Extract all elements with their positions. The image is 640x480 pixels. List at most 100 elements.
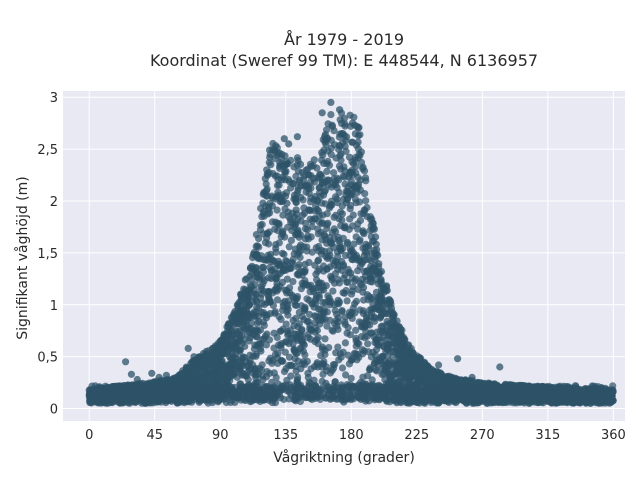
data-point <box>337 222 345 230</box>
data-point <box>348 138 357 146</box>
data-point <box>290 345 298 353</box>
data-point <box>351 130 359 138</box>
data-point <box>235 363 243 371</box>
data-point <box>269 289 277 297</box>
data-point <box>239 353 247 361</box>
data-point <box>338 257 346 266</box>
data-point <box>358 319 366 327</box>
data-point <box>354 225 362 233</box>
data-point <box>322 177 330 185</box>
data-point <box>265 228 273 236</box>
data-point <box>297 241 305 249</box>
data-point <box>348 314 356 322</box>
data-point <box>370 314 378 322</box>
data-point <box>341 142 349 150</box>
data-point <box>281 169 289 177</box>
data-point <box>281 348 289 356</box>
data-point <box>363 203 371 212</box>
data-point <box>359 373 367 381</box>
data-point <box>304 318 313 326</box>
data-point <box>379 334 387 342</box>
data-point <box>258 220 266 229</box>
data-point <box>295 308 303 316</box>
data-point <box>310 363 319 371</box>
data-point <box>244 296 252 304</box>
data-point <box>285 353 293 361</box>
data-point <box>333 195 341 203</box>
data-point <box>251 341 259 349</box>
data-point <box>252 231 260 239</box>
data-point <box>366 365 374 374</box>
data-point <box>237 290 245 298</box>
data-point <box>322 236 330 244</box>
data-point <box>259 280 267 288</box>
data-point <box>267 267 275 275</box>
data-point <box>394 336 402 345</box>
data-point <box>329 327 337 335</box>
data-point <box>301 360 309 368</box>
data-point <box>372 233 380 241</box>
data-point <box>233 301 241 309</box>
data-point <box>267 298 275 306</box>
data-point <box>367 221 375 230</box>
data-point <box>379 328 387 336</box>
data-point <box>334 275 342 284</box>
data-point <box>327 136 335 144</box>
data-point <box>362 177 370 185</box>
data-point <box>321 132 329 141</box>
data-point <box>345 360 353 368</box>
data-point <box>217 374 225 382</box>
data-point <box>289 316 297 324</box>
data-point <box>369 348 377 356</box>
data-point <box>254 273 262 281</box>
data-point <box>242 275 250 283</box>
data-point <box>292 172 300 180</box>
data-point <box>323 167 331 175</box>
data-point <box>317 352 325 360</box>
data-point <box>327 183 336 191</box>
data-point <box>343 297 351 305</box>
data-point <box>373 246 381 254</box>
data-point <box>287 372 295 380</box>
data-point <box>222 330 230 338</box>
data-point <box>313 205 321 214</box>
data-point <box>314 256 323 264</box>
data-point <box>250 308 258 316</box>
data-point <box>268 359 276 367</box>
data-point <box>321 188 329 196</box>
data-point <box>307 172 315 180</box>
data-point <box>249 369 257 377</box>
data-point <box>392 344 400 352</box>
data-point <box>372 240 380 248</box>
data-point <box>313 197 321 205</box>
data-point <box>306 215 314 223</box>
data-point <box>284 311 292 319</box>
data-point <box>211 342 220 350</box>
data-point <box>310 156 318 164</box>
data-point <box>304 165 312 173</box>
data-point <box>292 367 300 375</box>
data-point <box>233 339 241 347</box>
data-point <box>263 311 271 319</box>
data-point <box>352 326 360 334</box>
data-point <box>335 314 343 322</box>
data-point <box>264 171 272 179</box>
data-point <box>306 288 314 296</box>
data-point <box>330 169 338 177</box>
data-point <box>211 349 220 357</box>
data-point <box>344 183 352 191</box>
data-point <box>349 211 357 219</box>
data-point <box>352 297 361 305</box>
data-point <box>289 278 297 286</box>
data-point <box>314 267 322 275</box>
data-point <box>401 335 409 343</box>
data-point <box>297 345 305 353</box>
data-point <box>283 275 291 283</box>
data-point <box>340 114 348 122</box>
data-point <box>274 341 283 349</box>
data-point <box>330 127 338 135</box>
data-point <box>364 340 372 348</box>
data-point <box>268 194 277 202</box>
data-point <box>289 209 297 217</box>
